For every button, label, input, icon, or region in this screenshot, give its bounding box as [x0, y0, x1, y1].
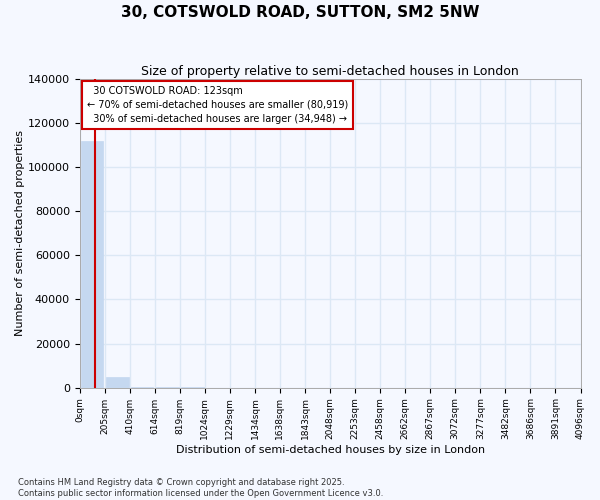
Text: 30, COTSWOLD ROAD, SUTTON, SM2 5NW: 30, COTSWOLD ROAD, SUTTON, SM2 5NW [121, 5, 479, 20]
Title: Size of property relative to semi-detached houses in London: Size of property relative to semi-detach… [141, 65, 519, 78]
Bar [106, 376, 128, 388]
Bar [131, 386, 154, 388]
Y-axis label: Number of semi-detached properties: Number of semi-detached properties [15, 130, 25, 336]
Text: 30 COTSWOLD ROAD: 123sqm
← 70% of semi-detached houses are smaller (80,919)
  30: 30 COTSWOLD ROAD: 123sqm ← 70% of semi-d… [87, 86, 349, 124]
X-axis label: Distribution of semi-detached houses by size in London: Distribution of semi-detached houses by … [176, 445, 485, 455]
Text: Contains HM Land Registry data © Crown copyright and database right 2025.
Contai: Contains HM Land Registry data © Crown c… [18, 478, 383, 498]
Bar [81, 141, 103, 388]
